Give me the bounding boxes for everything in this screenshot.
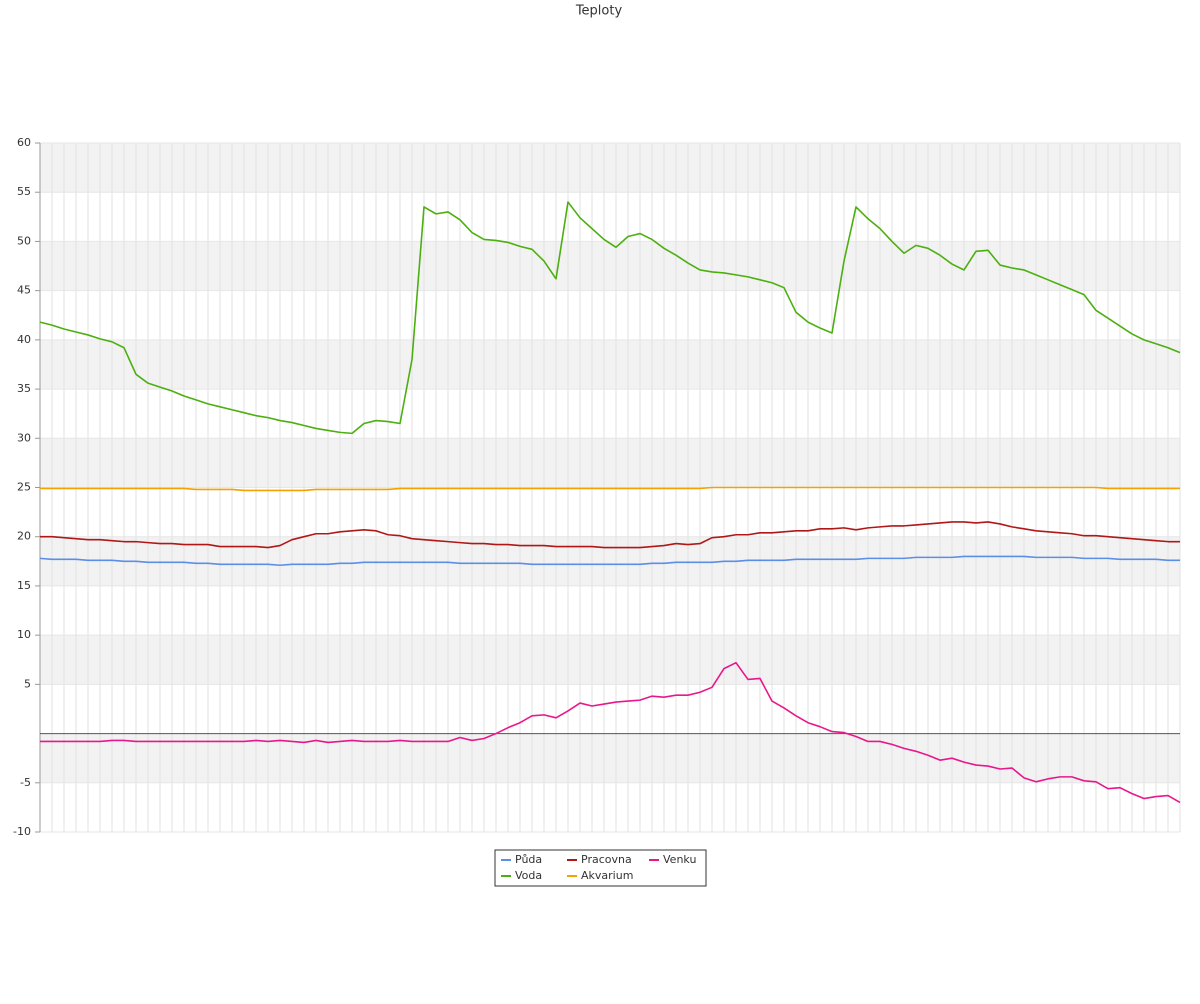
grid-band xyxy=(40,241,1180,291)
grid-band xyxy=(40,143,1180,193)
legend-box xyxy=(494,849,707,887)
series-line xyxy=(39,555,1180,567)
legend-label: Pracovna xyxy=(581,853,632,866)
grid-band xyxy=(40,536,1180,586)
series-line xyxy=(39,201,1181,435)
series-line xyxy=(40,521,1180,549)
chart-title: Teploty xyxy=(575,4,623,19)
legend-label: Půda xyxy=(515,853,542,866)
legend-label: Voda xyxy=(515,869,542,882)
y-tick-label: 60 xyxy=(17,136,31,149)
y-tick-label: 45 xyxy=(17,284,31,297)
grid-band xyxy=(40,635,1180,685)
legend-label: Akvarium xyxy=(581,869,633,882)
y-tick-label: 15 xyxy=(17,579,31,592)
series-line xyxy=(40,661,1181,804)
y-tick-label: 55 xyxy=(17,185,31,198)
y-tick-label: 35 xyxy=(17,382,31,395)
grid-band xyxy=(40,339,1180,390)
series-line xyxy=(40,486,1180,492)
y-tick-label: -5 xyxy=(20,776,31,789)
y-tick-label: 5 xyxy=(24,677,31,690)
grid-band xyxy=(40,438,1180,488)
y-tick-label: 30 xyxy=(17,431,31,444)
y-tick-label: -10 xyxy=(13,825,31,838)
legend-label: Venku xyxy=(663,853,696,866)
y-tick-label: 50 xyxy=(17,234,31,247)
y-tick-label: 25 xyxy=(17,481,31,494)
y-tick-label: 40 xyxy=(17,333,31,346)
y-tick-label: 10 xyxy=(17,628,31,641)
y-tick-label: 20 xyxy=(17,530,31,543)
